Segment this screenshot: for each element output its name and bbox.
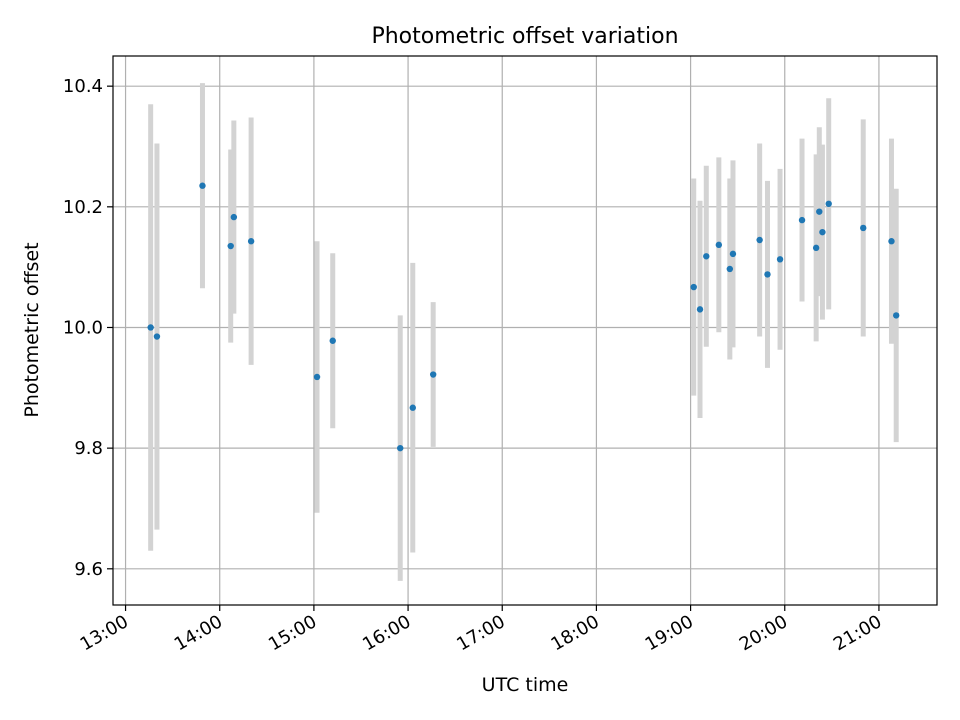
data-point (227, 242, 234, 250)
y-tick-label: 10.0 (63, 317, 103, 338)
data-point (313, 373, 321, 381)
data-point (798, 216, 806, 224)
plot-frame (112, 55, 938, 606)
data-point (147, 324, 154, 331)
y-tick-label: 10.4 (63, 76, 103, 97)
data-point (247, 238, 255, 245)
x-axis-label: UTC time (482, 674, 569, 696)
data-point (764, 271, 771, 278)
chart-title: Photometric offset variation (371, 24, 678, 49)
data-point (888, 238, 895, 245)
data-point (816, 208, 823, 215)
y-tick-label: 9.8 (74, 438, 103, 459)
data-point (860, 224, 867, 232)
data-point (726, 265, 734, 273)
data-point (696, 306, 704, 313)
data-point (825, 200, 832, 208)
data-point (812, 244, 820, 252)
data-point (690, 283, 697, 291)
data-point (715, 241, 723, 249)
data-point (729, 250, 737, 258)
y-tick-label: 10.2 (63, 197, 103, 218)
data-point (429, 371, 437, 378)
y-tick-label: 9.6 (74, 559, 103, 580)
data-point (329, 337, 336, 344)
y-axis-label: Photometric offset (21, 242, 43, 417)
data-point (230, 213, 238, 221)
data-point (409, 404, 416, 411)
data-points (147, 182, 900, 452)
data-point (819, 228, 826, 236)
data-point (776, 256, 784, 263)
data-point (199, 182, 206, 189)
y-axis: 9.6 9.8 10.0 10.2 10.4 (63, 76, 113, 580)
data-point (153, 333, 161, 340)
data-point (892, 312, 900, 319)
data-point (756, 236, 763, 244)
data-point (397, 444, 404, 452)
data-point (703, 253, 710, 260)
